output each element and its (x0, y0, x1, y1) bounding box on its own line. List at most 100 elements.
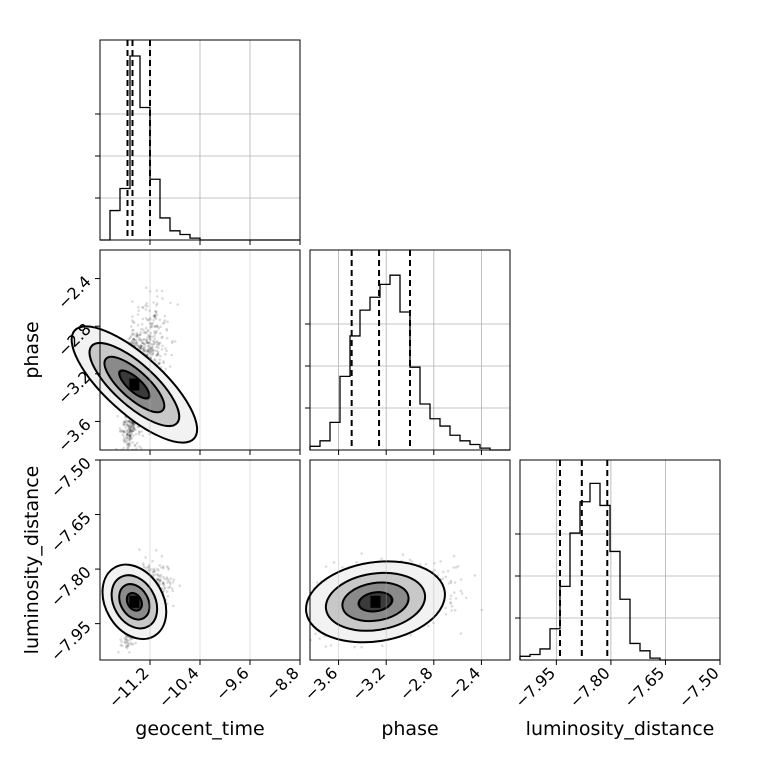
sample-point (134, 334, 138, 338)
sample-point (130, 341, 133, 345)
sample-point (137, 433, 141, 436)
sample-point (132, 434, 135, 437)
sample-point (138, 548, 141, 551)
sample-point (127, 421, 130, 424)
sample-point (123, 435, 126, 439)
sample-point (159, 575, 162, 579)
sample-point (297, 607, 300, 610)
density-peak (129, 378, 140, 391)
sample-point (129, 436, 132, 440)
sample-point (171, 340, 174, 343)
sample-point (141, 342, 145, 345)
sample-point (165, 565, 169, 568)
sample-point (444, 606, 447, 610)
sample-point (166, 595, 170, 598)
sample-point (132, 642, 135, 646)
sample-point (127, 446, 130, 449)
sample-point (306, 626, 309, 629)
sample-point (155, 310, 158, 314)
sample-point (128, 639, 131, 642)
sample-point (127, 337, 131, 341)
sample-point (130, 325, 133, 328)
sample-point (136, 425, 139, 428)
sample-point (150, 346, 154, 350)
sample-point (136, 313, 140, 316)
sample-point (130, 341, 133, 345)
x-tick-label-luminosity_distance-3: −7.50 (675, 663, 723, 711)
sample-point (292, 603, 295, 606)
sample-point (131, 429, 134, 433)
sample-point (150, 350, 153, 353)
sample-point (124, 637, 128, 640)
sample-point (453, 581, 457, 584)
sample-point (123, 422, 126, 426)
sample-point (158, 318, 162, 322)
sample-point (124, 438, 127, 441)
sample-point (129, 437, 132, 441)
sample-point (146, 318, 150, 322)
sample-point (157, 578, 160, 581)
sample-point (134, 444, 137, 447)
sample-point (171, 581, 175, 584)
sample-point (126, 465, 129, 468)
sample-point (168, 580, 172, 584)
sample-point (149, 338, 152, 342)
sample-point (157, 341, 160, 345)
sample-point (124, 441, 128, 444)
sample-point (125, 435, 129, 439)
sample-point (139, 344, 143, 347)
density-peak (370, 595, 381, 608)
sample-point (166, 602, 169, 605)
sample-point (302, 611, 305, 614)
sample-point (128, 651, 131, 654)
sample-point (130, 454, 133, 457)
sample-point (122, 437, 125, 441)
sample-point (133, 451, 136, 454)
sample-point (139, 346, 142, 350)
sample-point (146, 341, 150, 345)
sample-point (125, 433, 129, 436)
sample-point (153, 573, 156, 577)
sample-point (131, 424, 134, 428)
sample-point (129, 421, 133, 424)
sample-point (120, 644, 124, 647)
sample-point (156, 344, 159, 347)
sample-point (155, 313, 159, 317)
sample-point (131, 429, 135, 433)
sample-point (129, 637, 132, 640)
sample-point (136, 323, 140, 327)
sample-point (126, 437, 129, 440)
sample-point (127, 488, 130, 491)
sample-point (124, 418, 128, 422)
sample-point (125, 437, 128, 440)
sample-point (146, 353, 149, 357)
sample-point (126, 433, 129, 437)
sample-point (117, 650, 120, 654)
sample-point (143, 345, 147, 349)
sample-point (154, 331, 158, 335)
sample-point (130, 456, 133, 459)
sample-point (125, 423, 129, 427)
sample-point (158, 361, 161, 365)
sample-point (152, 342, 155, 346)
sample-point (123, 424, 126, 427)
sample-point (150, 324, 153, 328)
sample-point (128, 441, 132, 445)
sample-point (131, 320, 135, 324)
sample-point (444, 612, 448, 616)
sample-point (449, 579, 453, 583)
sample-point (125, 460, 128, 463)
sample-point (135, 341, 139, 344)
sample-point (294, 645, 297, 648)
sample-point (128, 461, 131, 464)
sample-point (169, 301, 172, 305)
sample-point (154, 317, 158, 320)
histogram-luminosity_distance (519, 482, 720, 661)
sample-point (450, 609, 454, 612)
sample-point (144, 331, 148, 335)
sample-point (126, 432, 129, 436)
sample-point (122, 420, 125, 424)
sample-point (460, 592, 464, 595)
sample-point (136, 334, 139, 338)
sample-point (283, 634, 286, 637)
